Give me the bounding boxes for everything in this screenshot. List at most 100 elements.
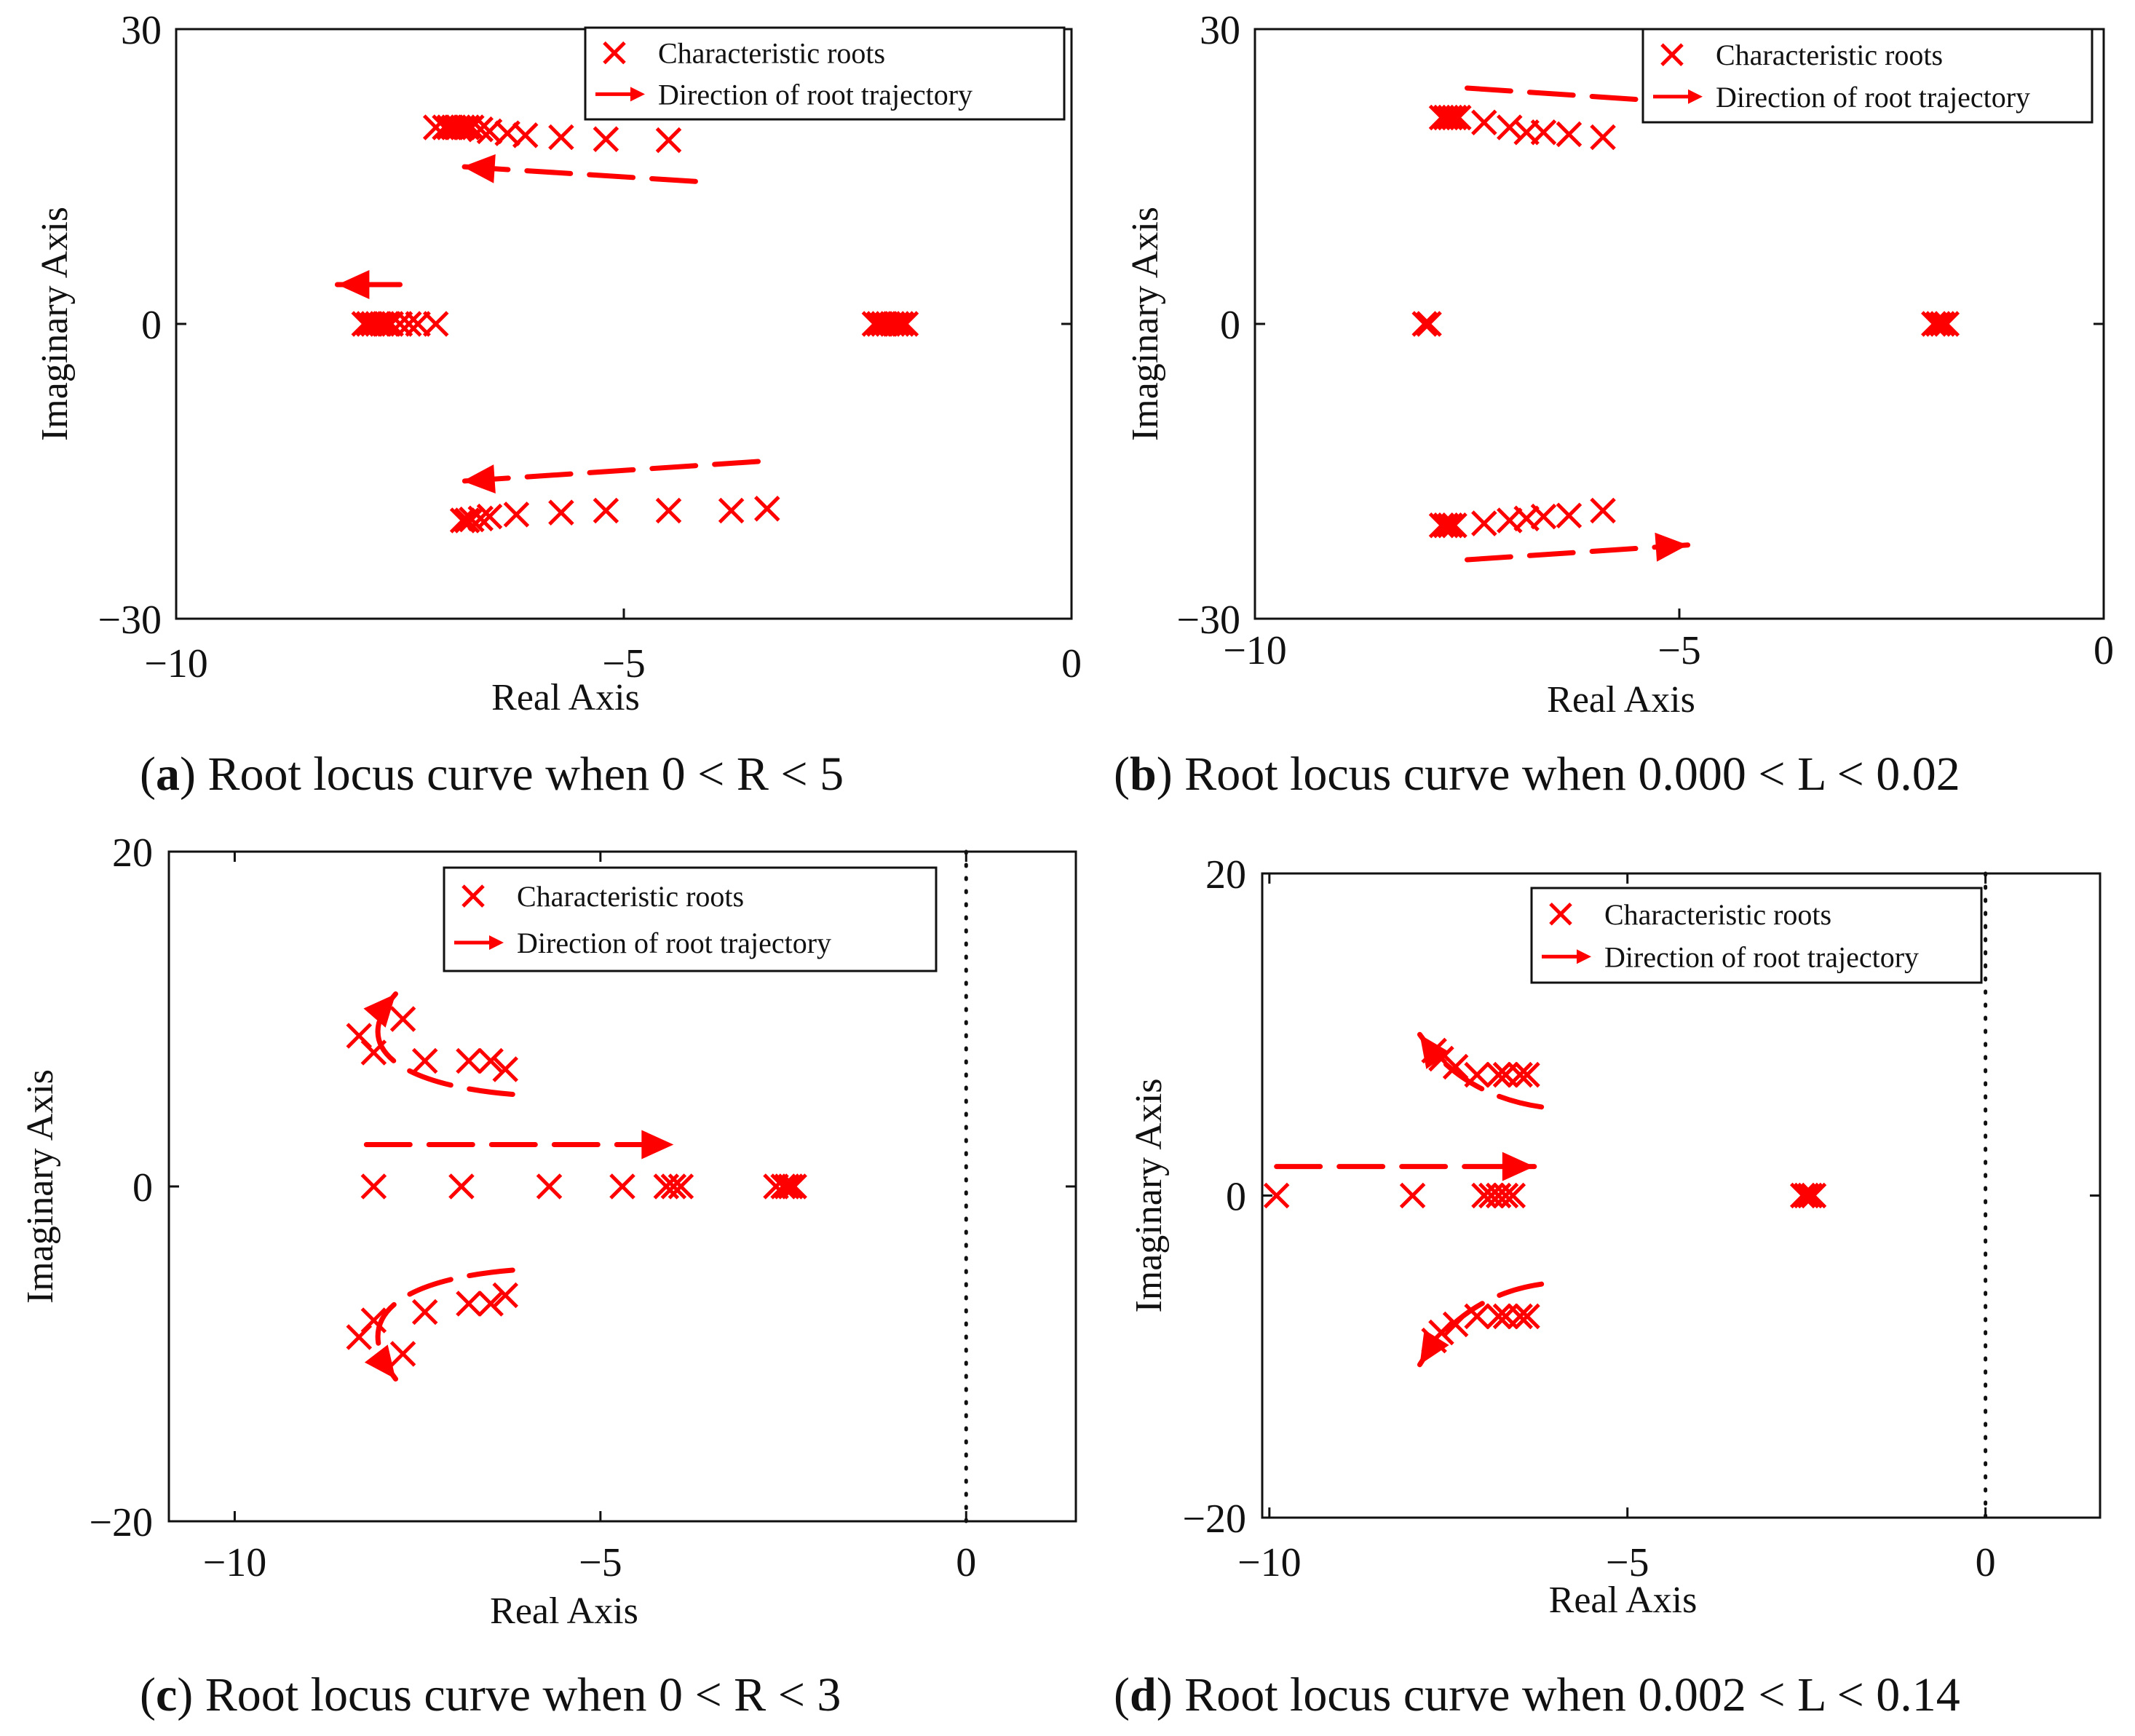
trajectory-arrow-head-a-1	[337, 270, 370, 299]
root-marker-b-22-b	[1497, 507, 1523, 534]
legend-c: Characteristic roots Direction of root tr…	[443, 866, 938, 972]
xtick-label-d-0: −10	[1237, 1540, 1302, 1585]
root-marker-d-18-b	[1800, 1182, 1827, 1209]
xtick-label-c-1: −5	[579, 1540, 622, 1585]
caption-letter-b: b	[1130, 748, 1157, 801]
trajectory-arrow-head-c-1	[641, 1130, 674, 1160]
root-marker-a-37-b	[467, 505, 494, 532]
root-marker-d-16-b	[1793, 1182, 1820, 1209]
root-marker-d-14-b	[1500, 1182, 1526, 1209]
root-marker-a-12-b	[548, 124, 574, 151]
trajectory-arrow-line-b-1	[1465, 542, 1691, 563]
legend-arrow-head-b	[1688, 89, 1703, 104]
ytick-label-c-1: 0	[132, 1165, 153, 1210]
ytick-label-d-1: 0	[1226, 1175, 1246, 1220]
root-marker-b-13-b	[1921, 311, 1947, 337]
root-marker-a-23-b	[396, 311, 422, 337]
legend-arrow-head-d	[1577, 949, 1591, 964]
root-marker-d-26-b	[1514, 1303, 1540, 1330]
legend-arrow-head-c	[489, 935, 504, 950]
ytick-label-b-0: 30	[1200, 8, 1240, 53]
ytick-label-d-2: −20	[1182, 1497, 1246, 1542]
root-marker-a-40-b	[548, 499, 574, 526]
root-marker-d-1-b	[1428, 1045, 1454, 1072]
root-marker-b-1-b	[1433, 104, 1459, 131]
trajectory-arrow-head-a-0	[462, 154, 496, 183]
trajectory-arrow-head-c-0	[363, 994, 396, 1028]
root-marker-c-10-b	[609, 1173, 635, 1200]
root-marker-b-4-b	[1446, 104, 1472, 131]
xtick-label-a-0: −10	[144, 641, 208, 686]
root-marker-b-15-b	[1929, 311, 1956, 337]
panel-c: −10 −5 0 20 0 −20 Real Axis Imaginary Axis Chara…	[20, 831, 1077, 1721]
legend-label-direction-c: Direction of root trajectory	[517, 927, 831, 959]
xtick-label-d-1: −5	[1606, 1540, 1649, 1585]
trajectory-arrow-head-b-1	[1655, 532, 1688, 562]
root-marker-b-24-b	[1530, 503, 1557, 530]
panel-b: −10 −5 0 30 0 −30 Real Axis Imaginary Axis Chara…	[1114, 8, 2114, 801]
root-marker-d-7-b	[1514, 1061, 1540, 1088]
panel-a: −10 −5 0 30 0 −30 Real Axis Imaginary Axis Chara…	[34, 8, 1082, 801]
root-marker-a-32-b	[888, 311, 915, 337]
panel-d: −10 −5 0 20 0 −20 Real Axis Imaginary Axis Chara…	[1114, 852, 2102, 1721]
xtick-label-a-2: 0	[1061, 641, 1082, 686]
root-marker-c-16-b	[774, 1173, 800, 1200]
ytick-label-c-2: −20	[89, 1500, 153, 1545]
root-marker-b-23-b	[1513, 505, 1540, 532]
root-marker-c-6-b	[492, 1056, 518, 1082]
xlabel-c: Real Axis	[490, 1590, 638, 1632]
root-marker-c-9-b	[536, 1173, 563, 1200]
root-marker-c-17-b	[777, 1173, 804, 1200]
root-marker-c-25-b	[492, 1282, 518, 1309]
root-marker-c-22-b	[411, 1299, 438, 1325]
root-marker-a-43-b	[718, 497, 745, 524]
legend-marker-d-b	[1549, 902, 1572, 926]
root-marker-b-21-b	[1471, 510, 1497, 536]
root-marker-b-17-b	[1428, 512, 1455, 539]
ylabel-d: Imaginary Axis	[1128, 1078, 1170, 1312]
root-marker-b-11-b	[1411, 311, 1438, 337]
ytick-label-c-0: 20	[112, 831, 153, 876]
xtick-label-c-0: −10	[203, 1540, 267, 1585]
root-marker-a-44-b	[754, 496, 780, 522]
root-marker-a-33-b	[892, 311, 919, 337]
trajectory-arrow-line-b-0	[1465, 85, 1691, 106]
trajectory-arrow-line-d-2	[1417, 1281, 1545, 1368]
root-marker-c-4-b	[456, 1047, 482, 1074]
root-marker-c-23-b	[456, 1291, 482, 1317]
root-marker-b-16-b	[1933, 311, 1960, 337]
root-marker-d-15-b	[1789, 1182, 1816, 1209]
root-marker-a-41-b	[593, 497, 619, 524]
root-marker-d-13-b	[1492, 1182, 1519, 1209]
legend-label-roots-c: Characteristic roots	[517, 880, 744, 913]
root-marker-b-5-b	[1471, 109, 1497, 136]
root-marker-a-34-b	[449, 507, 476, 534]
root-marker-c-5-b	[478, 1047, 504, 1074]
caption-d: (d) Root locus curve when 0.002 < L < 0.…	[1114, 1668, 1960, 1721]
root-marker-b-2-b	[1437, 104, 1463, 131]
root-marker-b-18-b	[1433, 512, 1459, 539]
ytick-label-a-0: 30	[121, 8, 162, 53]
legend-arrow-head-a	[630, 87, 645, 102]
legend-label-roots-d: Characteristic roots	[1604, 898, 1831, 931]
root-marker-b-8-b	[1530, 119, 1557, 146]
legend-label-direction-b: Direction of root trajectory	[1716, 81, 2030, 114]
legend-label-direction-d: Direction of root trajectory	[1604, 940, 1919, 973]
ylabel-c: Imaginary Axis	[20, 1069, 61, 1304]
legend-box-a	[584, 26, 1066, 121]
root-marker-a-11-b	[512, 122, 539, 148]
trajectory-arrow-line-c-0	[375, 991, 515, 1097]
xtick-label-d-2: 0	[1976, 1540, 1996, 1585]
caption-letter-a: a	[156, 748, 180, 801]
root-marker-d-23-b	[1485, 1303, 1512, 1330]
root-marker-c-7-b	[360, 1173, 387, 1200]
legend-a: Characteristic roots Direction of root tr…	[584, 26, 1066, 121]
root-marker-b-6-b	[1497, 114, 1523, 140]
root-marker-c-12-b	[660, 1173, 687, 1200]
root-marker-c-0-b	[346, 1023, 373, 1049]
root-marker-a-13-b	[593, 126, 619, 152]
root-marker-c-20-b	[360, 1307, 387, 1333]
root-marker-a-31-b	[884, 311, 910, 337]
caption-letter-d: d	[1130, 1668, 1157, 1721]
